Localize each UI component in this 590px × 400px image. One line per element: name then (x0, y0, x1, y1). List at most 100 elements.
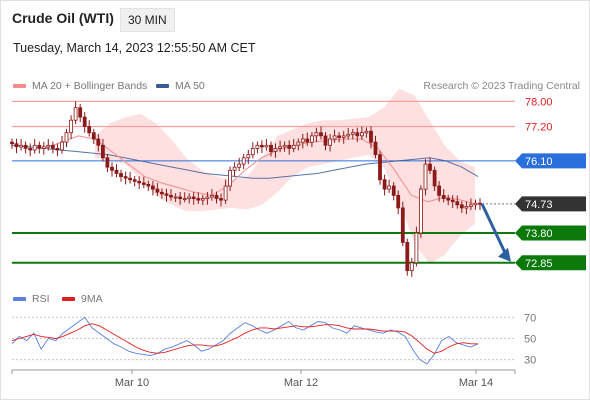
candle-body (41, 146, 46, 149)
level-label-78.00: 78.00 (525, 96, 553, 108)
candle-body (300, 138, 305, 143)
candle-body (350, 132, 355, 135)
candle-body (273, 147, 278, 152)
candle-body (241, 157, 246, 165)
legend-9ma: 9MA (62, 293, 103, 305)
candle-body (396, 194, 401, 209)
candle-body (296, 141, 301, 146)
ma50-line (11, 144, 479, 179)
timeframe-badge[interactable]: 30 MIN (120, 8, 175, 32)
candle-body (60, 141, 64, 151)
candle-body (237, 163, 242, 168)
candle-body (255, 144, 260, 149)
level-tag-text-74.73: 74.73 (525, 199, 553, 211)
ma50-legend-label: MA 50 (175, 80, 205, 92)
rsi-legend-label: RSI (32, 293, 50, 305)
candle-body (341, 135, 346, 138)
level-tag-text-73.80: 73.80 (525, 228, 553, 240)
rsi-swatch (13, 297, 26, 301)
candle-body (400, 207, 405, 243)
ma50-swatch (156, 84, 169, 88)
candle-body (328, 138, 333, 146)
candle-body (114, 169, 119, 174)
ma20-legend-label: MA 20 + Bollinger Bands (32, 80, 148, 92)
candle-body (228, 169, 233, 187)
rsi-tick-label-50: 50 (524, 334, 536, 346)
rsi-line (11, 316, 479, 365)
candle-body (405, 241, 410, 271)
candle-body (441, 194, 446, 199)
candle-body (205, 196, 210, 200)
candle-body (132, 179, 137, 182)
candle-body (291, 144, 296, 149)
candle-body (391, 185, 396, 196)
candle-body (105, 157, 110, 168)
candle-body (309, 135, 314, 143)
candle-body (123, 176, 128, 179)
candle-body (264, 144, 269, 148)
candle-body (278, 146, 283, 149)
attribution: Research © 2023 Trading Central (423, 80, 580, 92)
rsi-tick-label-30: 30 (524, 355, 536, 367)
candle-body (101, 144, 105, 159)
candle-body (55, 147, 60, 151)
candle-body (82, 116, 87, 127)
candle-body (459, 204, 464, 209)
level-tag-74.73 (515, 196, 586, 212)
candle-body (128, 177, 133, 181)
candle-body (73, 107, 78, 121)
candle-body (259, 144, 264, 148)
forecast-arrow-head (498, 247, 511, 262)
candle-body (423, 163, 428, 190)
candle-body (409, 262, 414, 271)
candle-body (369, 130, 373, 143)
candle-body (287, 144, 292, 149)
candle-body (418, 188, 423, 234)
candle-body (46, 144, 51, 148)
candle-body (32, 144, 37, 151)
candle-body (169, 194, 173, 198)
candle-body (223, 185, 228, 201)
candle-body (173, 196, 178, 199)
candle-body (332, 135, 337, 140)
candle-body (428, 163, 432, 171)
rsi-tick-label-70: 70 (524, 312, 536, 324)
ma20-swatch (13, 84, 26, 88)
forecast-arrow-shaft (480, 203, 508, 256)
candle-body (209, 194, 214, 198)
candle-body (432, 169, 437, 187)
candle-body (119, 173, 123, 177)
candle-body (387, 185, 392, 190)
candle-body (269, 144, 273, 153)
candle-body (337, 135, 342, 138)
candle-body (191, 196, 196, 200)
9ma-legend-label: 9MA (81, 293, 103, 305)
candle-body (373, 141, 378, 156)
candle-body (28, 147, 33, 151)
candle-body (346, 133, 351, 137)
candle-body (219, 198, 223, 201)
level-tag-72.85 (515, 255, 586, 271)
legend-ma20: MA 20 + Bollinger Bands (13, 80, 147, 92)
level-label-77.20: 77.20 (525, 122, 553, 134)
chart-datetime: Tuesday, March 14, 2023 12:55:50 AM CET (13, 41, 256, 55)
candle-body (187, 196, 192, 200)
candle-body (159, 191, 164, 195)
candle-body (37, 144, 42, 149)
ma20-line (44, 135, 479, 206)
candle-body (87, 126, 92, 134)
candle-body (446, 198, 451, 201)
candle-body (382, 179, 387, 190)
candle-body (14, 143, 19, 148)
candle-body (51, 144, 55, 149)
candle-body (359, 132, 364, 137)
candle-body (305, 138, 310, 143)
level-tag-73.80 (515, 225, 586, 241)
candle-body (78, 107, 83, 118)
candle-body (141, 182, 146, 185)
candle-body (468, 204, 473, 207)
instrument-title: Crude Oil (WTI) (12, 10, 114, 26)
candle-body (178, 196, 183, 200)
level-tag-text-76.10: 76.10 (525, 156, 553, 168)
